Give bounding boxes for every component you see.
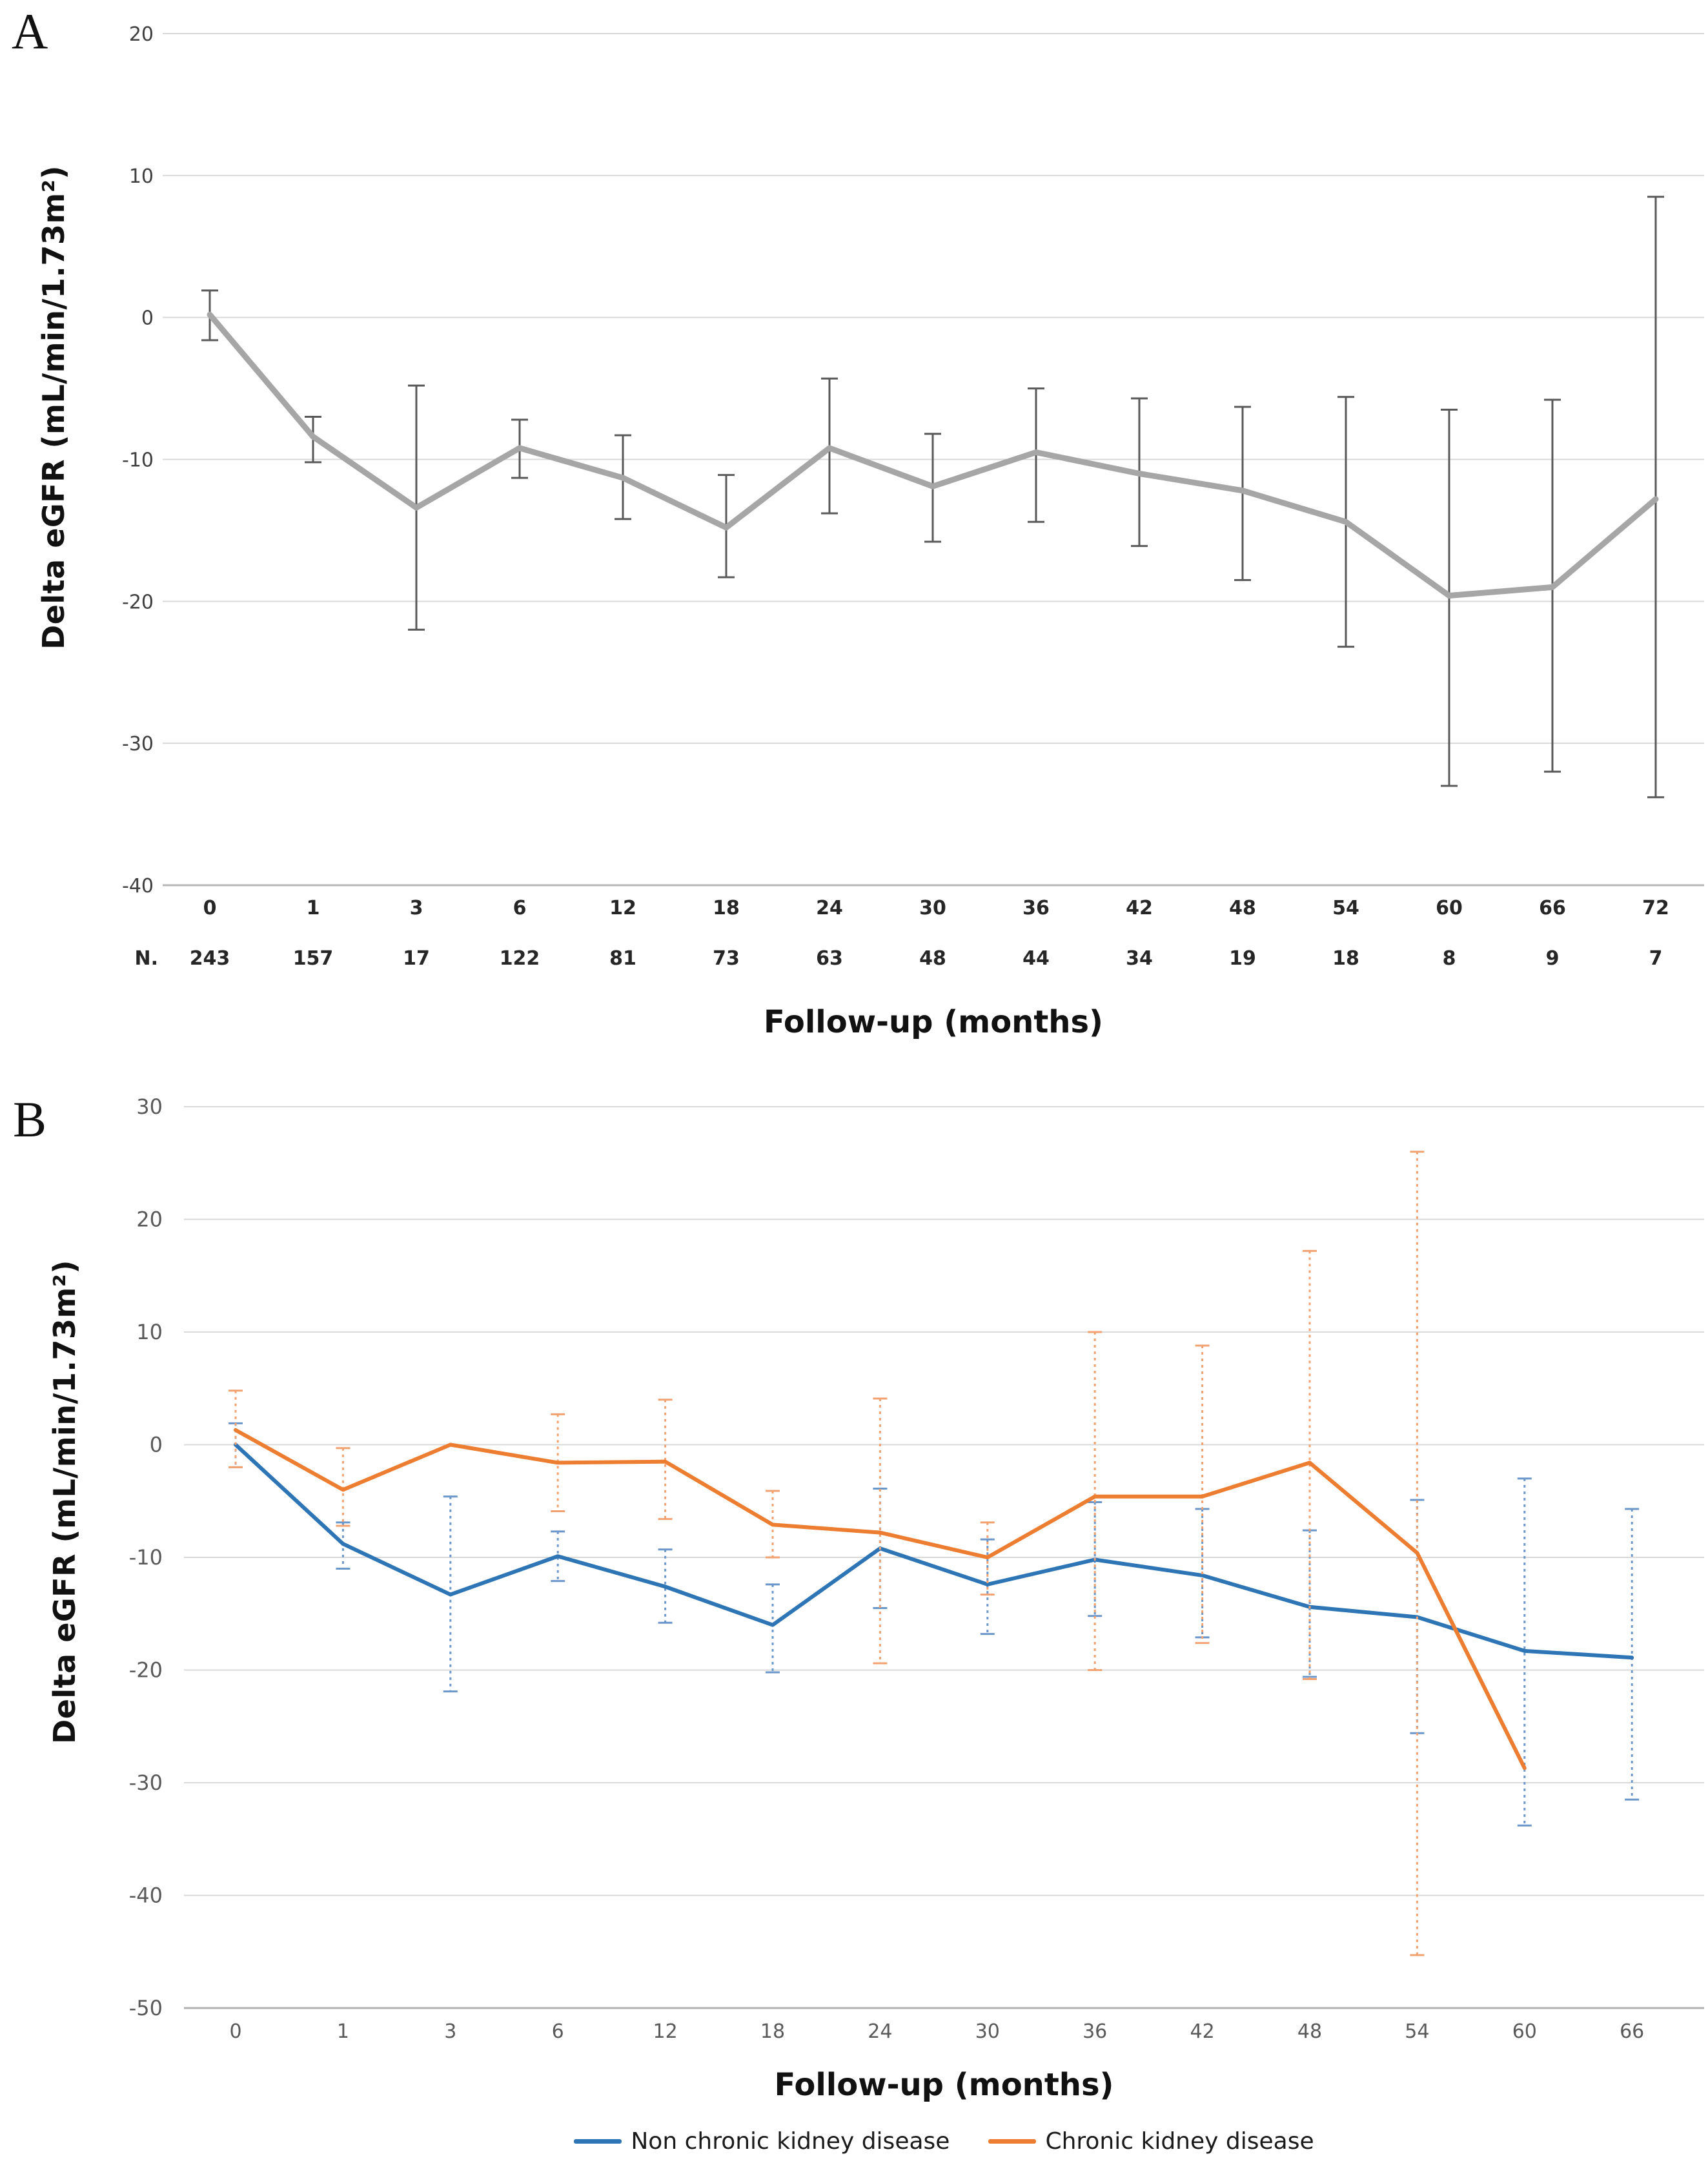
svg-text:0: 0 <box>203 897 217 919</box>
legend-item: Chronic kidney disease <box>988 2128 1314 2155</box>
svg-text:18: 18 <box>713 897 740 919</box>
svg-text:-50: -50 <box>129 1996 163 2020</box>
svg-text:54: 54 <box>1405 2020 1429 2043</box>
error-bars-series-0 <box>201 196 1664 799</box>
svg-text:157: 157 <box>293 947 334 970</box>
svg-text:34: 34 <box>1126 947 1153 970</box>
series-line-0 <box>207 311 1659 599</box>
svg-text:-40: -40 <box>129 1883 163 1908</box>
svg-text:0: 0 <box>141 307 154 330</box>
error-bars-series-0 <box>229 1422 1640 1827</box>
svg-text:9: 9 <box>1546 947 1560 970</box>
legend: Non chronic kidney disease Chronic kidney… <box>184 2123 1704 2159</box>
svg-text:44: 44 <box>1022 947 1050 970</box>
svg-text:19: 19 <box>1229 947 1256 970</box>
svg-text:20: 20 <box>136 1207 163 1232</box>
svg-text:N.: N. <box>134 947 158 970</box>
svg-text:30: 30 <box>136 1094 163 1119</box>
x-tick-labels: 0 1 3 6 12 18 24 30 36 42 48 54 60 66 72 <box>203 897 1669 919</box>
svg-text:54: 54 <box>1332 897 1359 919</box>
series-line-1 <box>234 1428 1527 1770</box>
svg-text:36: 36 <box>1022 897 1050 919</box>
x-tick-labels: 0 1 3 6 12 18 24 30 36 42 48 54 60 66 <box>229 2020 1644 2043</box>
svg-text:1: 1 <box>337 2020 349 2043</box>
svg-text:3: 3 <box>444 2020 456 2043</box>
svg-text:63: 63 <box>816 947 843 970</box>
svg-text:60: 60 <box>1436 897 1463 919</box>
svg-text:0: 0 <box>229 2020 241 2043</box>
svg-text:12: 12 <box>653 2020 678 2043</box>
gridlines-and-y-ticks: 20 10 0 -10 -20 -30 -40 <box>122 23 1704 897</box>
svg-text:122: 122 <box>500 947 540 970</box>
svg-text:-40: -40 <box>122 875 154 897</box>
svg-text:1: 1 <box>307 897 320 919</box>
svg-text:48: 48 <box>919 947 946 970</box>
panel-b-letter: B <box>13 1091 47 1147</box>
svg-text:48: 48 <box>1297 2020 1322 2043</box>
legend-label: Non chronic kidney disease <box>631 2128 950 2155</box>
svg-text:73: 73 <box>713 947 740 970</box>
legend-label: Chronic kidney disease <box>1045 2128 1314 2155</box>
legend-item: Non chronic kidney disease <box>574 2128 950 2155</box>
svg-text:10: 10 <box>136 1320 163 1344</box>
svg-text:18: 18 <box>760 2020 785 2043</box>
svg-text:48: 48 <box>1229 897 1256 919</box>
svg-text:3: 3 <box>410 897 423 919</box>
n-row: N. 243 157 17 122 81 73 63 48 44 34 19 18 8 9 7 <box>134 947 1662 970</box>
svg-text:-10: -10 <box>122 449 154 472</box>
svg-text:42: 42 <box>1190 2020 1215 2043</box>
svg-text:24: 24 <box>868 2020 892 2043</box>
svg-text:20: 20 <box>129 23 154 46</box>
svg-text:30: 30 <box>975 2020 1000 2043</box>
svg-text:81: 81 <box>609 947 636 970</box>
svg-text:66: 66 <box>1620 2020 1644 2043</box>
svg-text:12: 12 <box>609 897 636 919</box>
svg-text:243: 243 <box>190 947 230 970</box>
series-line-0 <box>234 1442 1634 1660</box>
svg-text:18: 18 <box>1332 947 1359 970</box>
panel-a-x-axis-label: Follow-up (months) <box>764 1004 1103 1040</box>
svg-text:17: 17 <box>403 947 430 970</box>
svg-text:24: 24 <box>816 897 843 919</box>
legend-line-swatch <box>574 2138 622 2144</box>
svg-text:-10: -10 <box>129 1545 163 1570</box>
svg-text:72: 72 <box>1642 897 1669 919</box>
svg-text:42: 42 <box>1126 897 1153 919</box>
panel-b-x-axis-label: Follow-up (months) <box>774 2067 1114 2103</box>
gridlines-and-y-ticks: 30 20 10 0 -10 -20 -30 -40 -50 <box>129 1094 1704 2020</box>
svg-text:6: 6 <box>552 2020 564 2043</box>
svg-text:7: 7 <box>1649 947 1663 970</box>
error-bars-series-1 <box>229 1151 1425 1956</box>
svg-text:36: 36 <box>1083 2020 1107 2043</box>
svg-text:30: 30 <box>919 897 946 919</box>
svg-text:-20: -20 <box>129 1658 163 1683</box>
svg-text:8: 8 <box>1443 947 1456 970</box>
legend-line-swatch <box>988 2138 1037 2144</box>
svg-text:60: 60 <box>1512 2020 1537 2043</box>
svg-text:-30: -30 <box>122 733 154 755</box>
svg-text:0: 0 <box>150 1433 163 1457</box>
svg-text:10: 10 <box>129 165 154 188</box>
svg-text:-30: -30 <box>129 1770 163 1795</box>
svg-text:6: 6 <box>513 897 527 919</box>
panel-a-letter: A <box>12 3 48 59</box>
svg-text:-20: -20 <box>122 591 154 613</box>
svg-text:66: 66 <box>1539 897 1566 919</box>
